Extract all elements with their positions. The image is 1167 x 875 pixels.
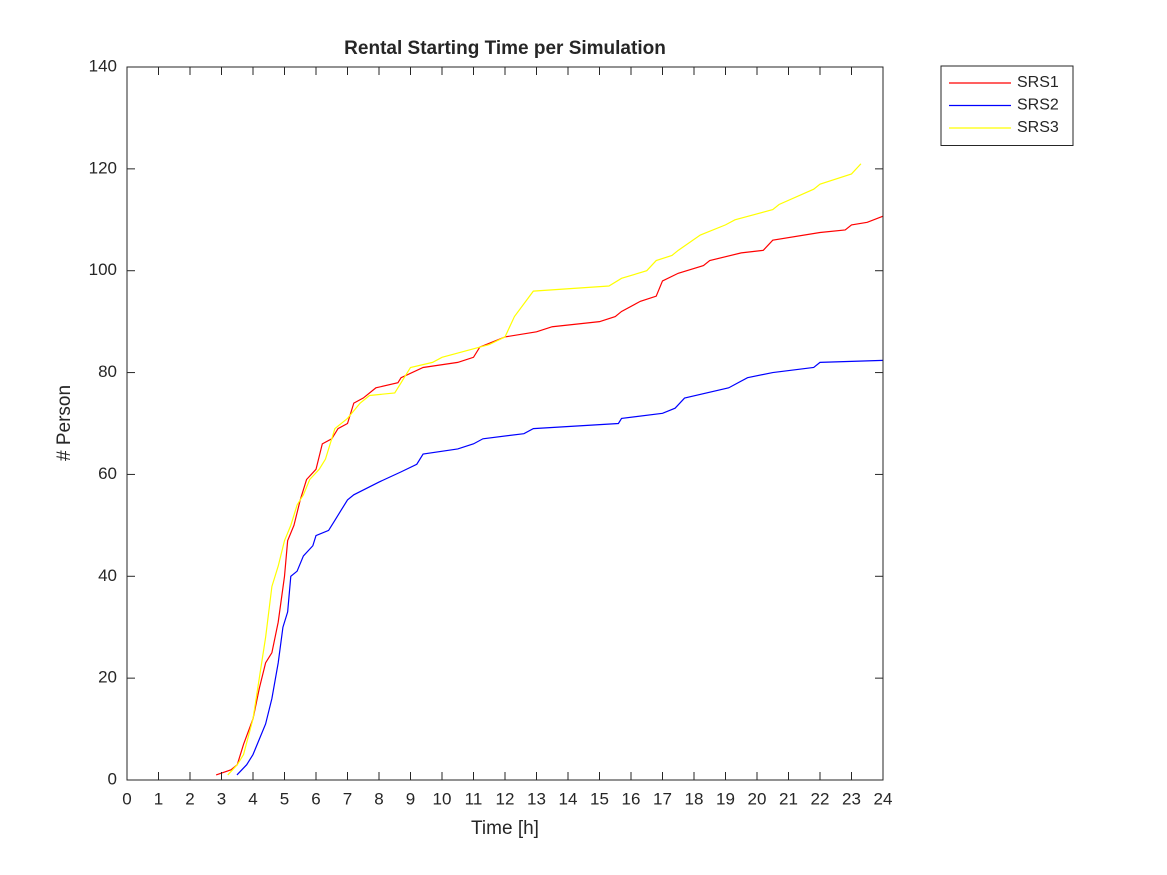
x-tick-label: 16 <box>622 789 641 808</box>
y-tick-label: 100 <box>89 260 117 279</box>
x-tick-label: 24 <box>874 789 893 808</box>
x-tick-label: 1 <box>154 789 163 808</box>
x-tick-label: 10 <box>433 789 452 808</box>
y-tick-label: 140 <box>89 56 117 75</box>
y-axis-label: # Person <box>54 385 75 461</box>
x-tick-label: 11 <box>465 789 483 808</box>
x-tick-label: 2 <box>185 789 194 808</box>
x-tick-label: 19 <box>716 789 735 808</box>
legend-label: SRS3 <box>1017 119 1059 136</box>
series-line <box>236 359 884 776</box>
x-tick-label: 6 <box>311 789 320 808</box>
y-tick-label: 80 <box>98 362 117 381</box>
y-tick-label: 60 <box>98 464 117 483</box>
x-tick-label: 7 <box>343 789 352 808</box>
x-tick-label: 9 <box>406 789 415 808</box>
x-tick-label: 8 <box>374 789 383 808</box>
x-tick-label: 22 <box>811 789 830 808</box>
x-tick-label: 21 <box>779 789 798 808</box>
legend-label: SRS1 <box>1017 74 1059 91</box>
plot-area <box>127 67 883 780</box>
x-tick-label: 3 <box>217 789 226 808</box>
x-tick-label: 15 <box>590 789 609 808</box>
x-tick-label: 17 <box>653 789 672 808</box>
y-tick-label: 0 <box>108 769 117 788</box>
x-axis-label: Time [h] <box>471 818 539 839</box>
legend-label: SRS2 <box>1017 97 1059 114</box>
series-line <box>215 215 884 776</box>
y-tick-label: 40 <box>98 566 117 585</box>
x-tick-label: 0 <box>122 789 131 808</box>
x-tick-label: 14 <box>559 789 578 808</box>
x-tick-label: 23 <box>842 789 861 808</box>
x-tick-label: 13 <box>527 789 546 808</box>
y-tick-label: 20 <box>98 668 117 687</box>
y-tick-label: 120 <box>89 158 117 177</box>
x-tick-label: 4 <box>248 789 257 808</box>
series-line <box>227 163 862 776</box>
x-tick-label: 12 <box>496 789 515 808</box>
x-tick-label: 5 <box>280 789 289 808</box>
x-tick-label: 20 <box>748 789 767 808</box>
x-tick-label: 18 <box>685 789 704 808</box>
chart-title: Rental Starting Time per Simulation <box>344 38 666 59</box>
